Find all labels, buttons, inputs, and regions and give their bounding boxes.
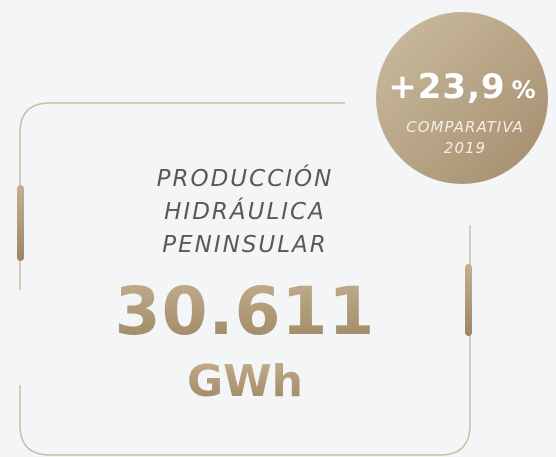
- frame: [19, 102, 471, 456]
- badge-unit: %: [512, 76, 536, 104]
- main-unit: GWh: [187, 356, 303, 407]
- title-line: PENINSULAR: [162, 232, 328, 258]
- badge-value-group: +23,9%: [388, 67, 535, 107]
- badge-caption: COMPARATIVA: [406, 118, 523, 136]
- badge-caption: 2019: [444, 139, 486, 157]
- badge-value: +23,9: [388, 67, 505, 107]
- title-line: PRODUCCIÓN: [157, 164, 334, 192]
- badge: [376, 12, 548, 184]
- title-line: HIDRÁULICA: [164, 197, 326, 225]
- main-value: 30.611: [115, 273, 376, 350]
- frame-accent: [465, 264, 472, 336]
- frame-accent: [17, 185, 24, 261]
